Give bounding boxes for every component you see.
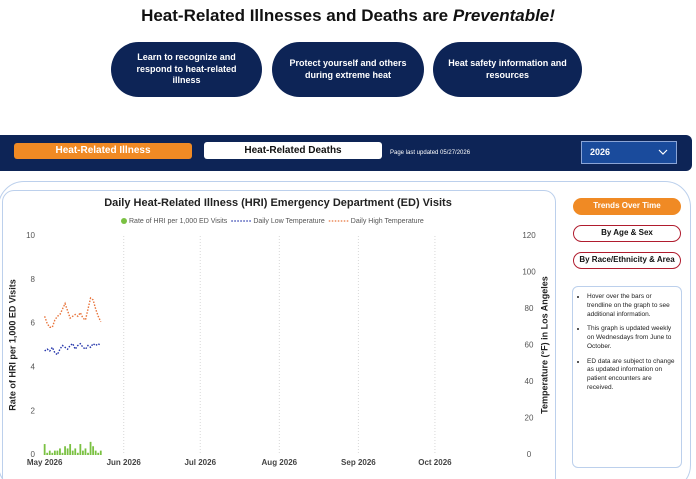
bar xyxy=(74,448,77,455)
bar xyxy=(69,444,72,455)
y-tick-label: 2 xyxy=(31,406,36,415)
x-tick-label: Aug 2026 xyxy=(262,458,298,467)
x-tick-label: May 2026 xyxy=(27,458,63,467)
bar xyxy=(53,450,56,455)
y-tick-label: 10 xyxy=(26,231,35,240)
page-title: Heat-Related Illnesses and Deaths are Pr… xyxy=(0,6,696,26)
title-prefix: Heat-Related Illnesses and Deaths are xyxy=(141,6,449,25)
bar xyxy=(87,452,89,455)
y2-tick-label: 120 xyxy=(522,231,536,240)
y2-tick-label: 80 xyxy=(525,304,534,313)
bar xyxy=(51,452,54,455)
x-tick-label: Oct 2026 xyxy=(418,458,452,467)
updated-note: Page last updated 05/27/2026 xyxy=(390,150,471,156)
bar xyxy=(82,450,84,455)
line xyxy=(44,342,102,356)
title-emphasis: Preventable! xyxy=(452,6,555,25)
note: Hover over the bars or trendline on the … xyxy=(587,293,677,319)
y2-tick-label: 60 xyxy=(525,341,534,350)
y2-tick-label: 20 xyxy=(525,414,534,423)
tab[interactable]: Heat-Related Deaths xyxy=(204,142,382,159)
bar xyxy=(61,452,64,455)
side-button[interactable]: By Age & Sex xyxy=(573,225,681,242)
y-tick-label: 0 xyxy=(31,450,36,459)
y-tick-label: 8 xyxy=(31,275,36,284)
link-button[interactable]: Heat safety information and resources xyxy=(433,42,582,97)
y2-axis-title: Temperature (°F) in Los Angeles xyxy=(539,276,549,414)
bar xyxy=(76,452,79,455)
note: This graph is updated weekly on Wednesda… xyxy=(587,325,677,351)
chart-panel xyxy=(2,190,556,479)
x-tick-label: Sep 2026 xyxy=(341,458,376,467)
bar xyxy=(64,446,66,455)
bar xyxy=(59,448,61,455)
legend-label: Daily Low Temperature xyxy=(253,218,325,225)
y2-tick-label: 100 xyxy=(522,268,536,277)
link-button[interactable]: Protect yourself and others during extre… xyxy=(272,42,424,97)
y-axis-title: Rate of HRI per 1,000 ED Visits xyxy=(7,279,17,410)
notes-box: Hover over the bars or trendline on the … xyxy=(572,286,682,468)
year-dropdown[interactable]: 2026 xyxy=(581,141,677,164)
side-button[interactable]: By Race/Ethnicity & Area xyxy=(573,252,681,269)
bar xyxy=(48,450,51,455)
chart: Daily Heat-Related Illness (HRI) Emergen… xyxy=(7,197,549,467)
y2-tick-label: 0 xyxy=(527,450,532,459)
outer-panel xyxy=(0,181,691,479)
side-button-active[interactable]: Trends Over Time xyxy=(573,198,681,215)
bar xyxy=(43,444,46,455)
y2-tick-label: 40 xyxy=(525,377,534,386)
note: ED data are subject to change as updated… xyxy=(587,358,677,393)
tab-active[interactable]: Heat-Related Illness xyxy=(14,143,192,159)
chart-title: Daily Heat-Related Illness (HRI) Emergen… xyxy=(104,197,452,209)
bar xyxy=(71,450,74,455)
legend-swatch xyxy=(121,218,127,224)
link-button[interactable]: Learn to recognize and respond to heat-r… xyxy=(111,42,262,97)
bar xyxy=(94,450,97,455)
legend-label: Rate of HRI per 1,000 ED Visits xyxy=(129,218,228,225)
bar xyxy=(99,450,102,455)
bar xyxy=(79,444,82,455)
notes-list: Hover over the bars or trendline on the … xyxy=(577,293,677,393)
y-tick-label: 4 xyxy=(31,363,36,372)
bar xyxy=(89,441,92,455)
x-tick-label: Jun 2026 xyxy=(107,458,142,467)
chevron xyxy=(658,149,668,155)
bar xyxy=(56,450,59,455)
year-value: 2026 xyxy=(590,147,611,157)
legend-label: Daily High Temperature xyxy=(351,218,424,225)
bar xyxy=(66,448,69,455)
bar xyxy=(46,452,49,455)
x-tick-label: Jul 2026 xyxy=(184,458,216,467)
bar xyxy=(84,448,87,455)
bar xyxy=(97,452,100,455)
y-tick-label: 6 xyxy=(31,319,36,328)
bar xyxy=(92,446,95,455)
line xyxy=(43,296,102,328)
